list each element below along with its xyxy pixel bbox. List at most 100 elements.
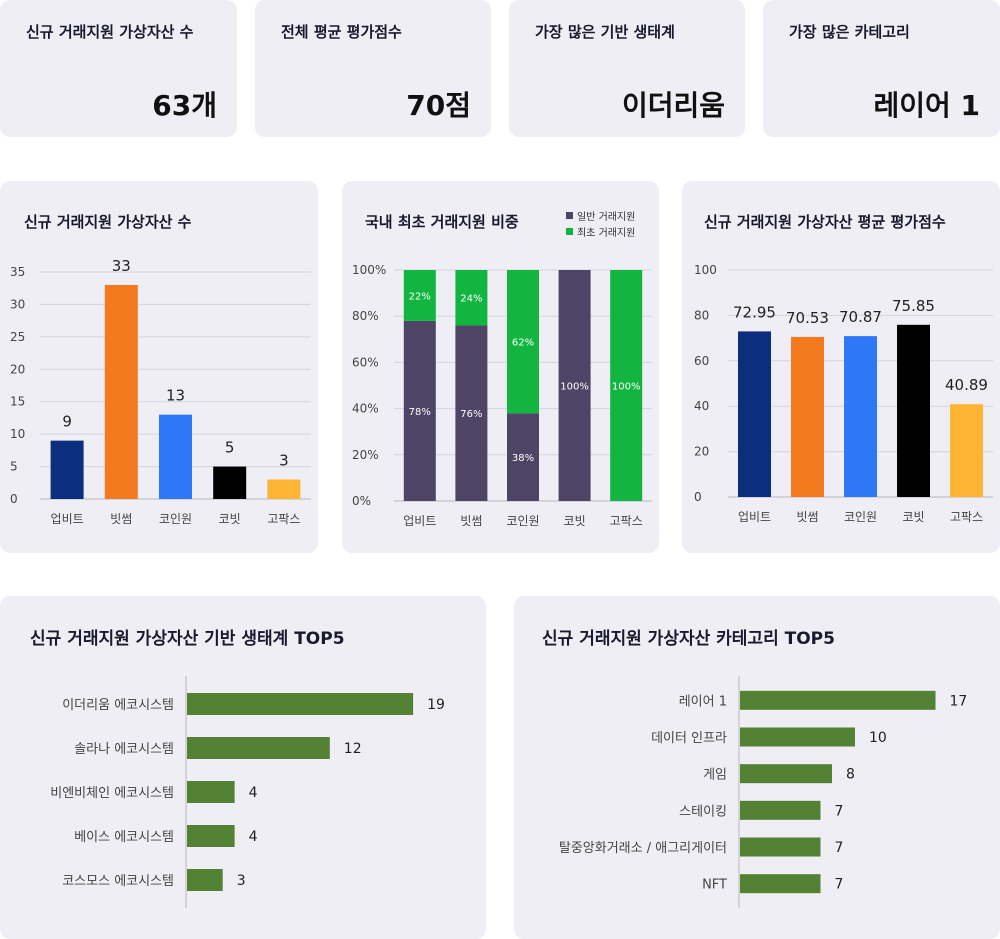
- bar: [740, 874, 821, 894]
- chart-title: 신규 거래지원 가상자산 수: [24, 213, 192, 231]
- data-label: 7: [835, 840, 844, 856]
- x-tick-label: 코인원: [159, 512, 192, 526]
- avg-score-chart: 0 20 40 60 80 100 업비트 빗썸 코인원 코빗 고팍스 72.95 70.53 70.87…: [694, 263, 993, 524]
- y-tick-label: 15: [10, 395, 25, 409]
- bar: [187, 693, 414, 715]
- kpi-label: 신규 거래지원 가상자산 수: [26, 23, 194, 41]
- chart-card-ecosystem-top5: 신규 거래지원 가상자산 기반 생태계 TOP5 이더리움 에코시스템 19 솔라나…: [0, 596, 486, 939]
- y-tick-label: 5: [10, 460, 18, 474]
- bar-segment: [455, 325, 488, 501]
- bar: [740, 727, 855, 747]
- data-label: 13: [166, 387, 185, 405]
- y-tick-label: 데이터 인프라: [651, 731, 727, 746]
- bar-segment: [610, 270, 643, 501]
- data-label: 3: [279, 452, 289, 470]
- bar: [267, 479, 301, 499]
- bar: [950, 404, 983, 497]
- chart-card-category-top5: 신규 거래지원 가상자산 카테고리 TOP5 레이어 1 17 데이터 인프라 10 게…: [514, 596, 1000, 939]
- y-tick-label: 30: [10, 297, 25, 311]
- y-tick-label: 60%: [352, 355, 379, 369]
- x-tick-label: 고팍스: [610, 514, 643, 528]
- x-tick-label: 고팍스: [950, 510, 983, 524]
- kpi-value: 63개: [152, 89, 217, 122]
- y-tick-label: 20%: [352, 448, 379, 462]
- x-tick-label: 빗썸: [110, 512, 132, 526]
- category-top5-chart: 레이어 1 17 데이터 인프라 10 게임 8 스테이킹 7 탈중앙화거래소 / 애그리게이터…: [559, 676, 967, 908]
- chart-title: 국내 최초 거래지원 비중: [365, 213, 519, 231]
- bar: [187, 825, 235, 847]
- kpi-value: 70점: [406, 89, 471, 122]
- kpi-label: 가장 많은 기반 생태계: [535, 23, 675, 41]
- data-label: 5: [225, 439, 235, 457]
- y-tick-label: 스테이킹: [679, 804, 727, 819]
- data-label: 3: [237, 873, 246, 889]
- y-tick-label: 20: [694, 445, 709, 459]
- y-tick-label: 0: [10, 492, 18, 506]
- legend-swatch: [566, 211, 573, 219]
- x-tick-label: 코빗: [902, 510, 924, 524]
- x-tick-label: 빗썸: [796, 510, 818, 524]
- legend-item-first: 최초 거래지원: [566, 223, 635, 239]
- chart-title: 신규 거래지원 가상자산 카테고리 TOP5: [542, 629, 835, 649]
- data-label: 72.95: [733, 303, 776, 321]
- y-tick-label: 레이어 1: [679, 694, 727, 709]
- y-tick-label: 비엔비체인 에코시스템: [50, 786, 174, 801]
- y-tick-label: 코스모스 에코시스템: [62, 874, 174, 889]
- y-tick-label: 이더리움 에코시스템: [62, 698, 174, 713]
- x-tick-label: 업비트: [403, 514, 436, 528]
- x-tick-label: 코빗: [219, 512, 241, 526]
- bar-segment: [507, 413, 539, 501]
- data-label: 7: [835, 803, 844, 819]
- kpi-card-top-ecosystem: 가장 많은 기반 생태계 이더리움: [509, 0, 745, 137]
- bar: [740, 800, 821, 820]
- data-label: 75.85: [892, 297, 935, 315]
- bar: [740, 690, 936, 710]
- bar: [187, 869, 223, 891]
- x-tick-label: 코인원: [844, 510, 877, 524]
- y-tick-label: 35: [10, 265, 25, 279]
- y-tick-label: 40: [694, 399, 709, 413]
- data-label: 33: [112, 257, 131, 275]
- y-tick-label: 게임: [703, 768, 727, 783]
- x-tick-label: 코빗: [564, 514, 586, 528]
- legend-swatch: [566, 227, 573, 235]
- data-label: 22%: [409, 291, 431, 302]
- bar-segment: [455, 270, 488, 326]
- data-label: 78%: [409, 407, 431, 418]
- bar-segment: [558, 270, 591, 501]
- chart-title: 신규 거래지원 가상자산 기반 생태계 TOP5: [30, 629, 345, 649]
- bar: [50, 440, 84, 499]
- y-tick-label: NFT: [702, 878, 727, 893]
- data-label: 24%: [460, 294, 482, 305]
- bar: [187, 737, 330, 759]
- data-label: 8: [846, 767, 855, 783]
- legend-label: 일반 거래지원: [577, 211, 636, 223]
- kpi-card-top-category: 가장 많은 카테고리 레이어 1: [763, 0, 1000, 137]
- chart-title: 신규 거래지원 가상자산 평균 평가점수: [704, 213, 946, 231]
- chart-legend: 일반 거래지원 최초 거래지원: [566, 207, 635, 239]
- bar: [159, 414, 192, 499]
- data-label: 4: [249, 829, 258, 845]
- y-tick-label: 60: [694, 354, 709, 368]
- kpi-label: 전체 평균 평가점수: [281, 23, 402, 41]
- data-label: 70.53: [786, 309, 829, 327]
- data-label: 38%: [512, 453, 534, 464]
- y-tick-label: 80: [694, 308, 709, 322]
- bar: [740, 837, 821, 857]
- data-label: 12: [344, 741, 362, 757]
- kpi-card-avg-score: 전체 평균 평가점수 70점: [255, 0, 491, 137]
- y-tick-label: 100: [694, 263, 717, 277]
- y-tick-label: 40%: [352, 402, 379, 416]
- data-label: 62%: [512, 338, 534, 349]
- data-label: 10: [869, 730, 887, 746]
- y-tick-label: 0: [694, 490, 702, 504]
- bar-segment: [403, 270, 436, 321]
- bar: [791, 336, 824, 497]
- x-tick-label: 고팍스: [267, 512, 300, 526]
- bar: [213, 466, 247, 499]
- kpi-value: 이더리움: [621, 89, 725, 122]
- bar: [187, 781, 235, 803]
- bar-segment: [403, 320, 436, 501]
- first-listing-share-chart: 0% 20% 40% 60% 80% 100% 업비트 빗썸 코인원 코빗 고팍스 78% 22% 76%…: [352, 263, 652, 528]
- x-tick-label: 코인원: [506, 514, 539, 528]
